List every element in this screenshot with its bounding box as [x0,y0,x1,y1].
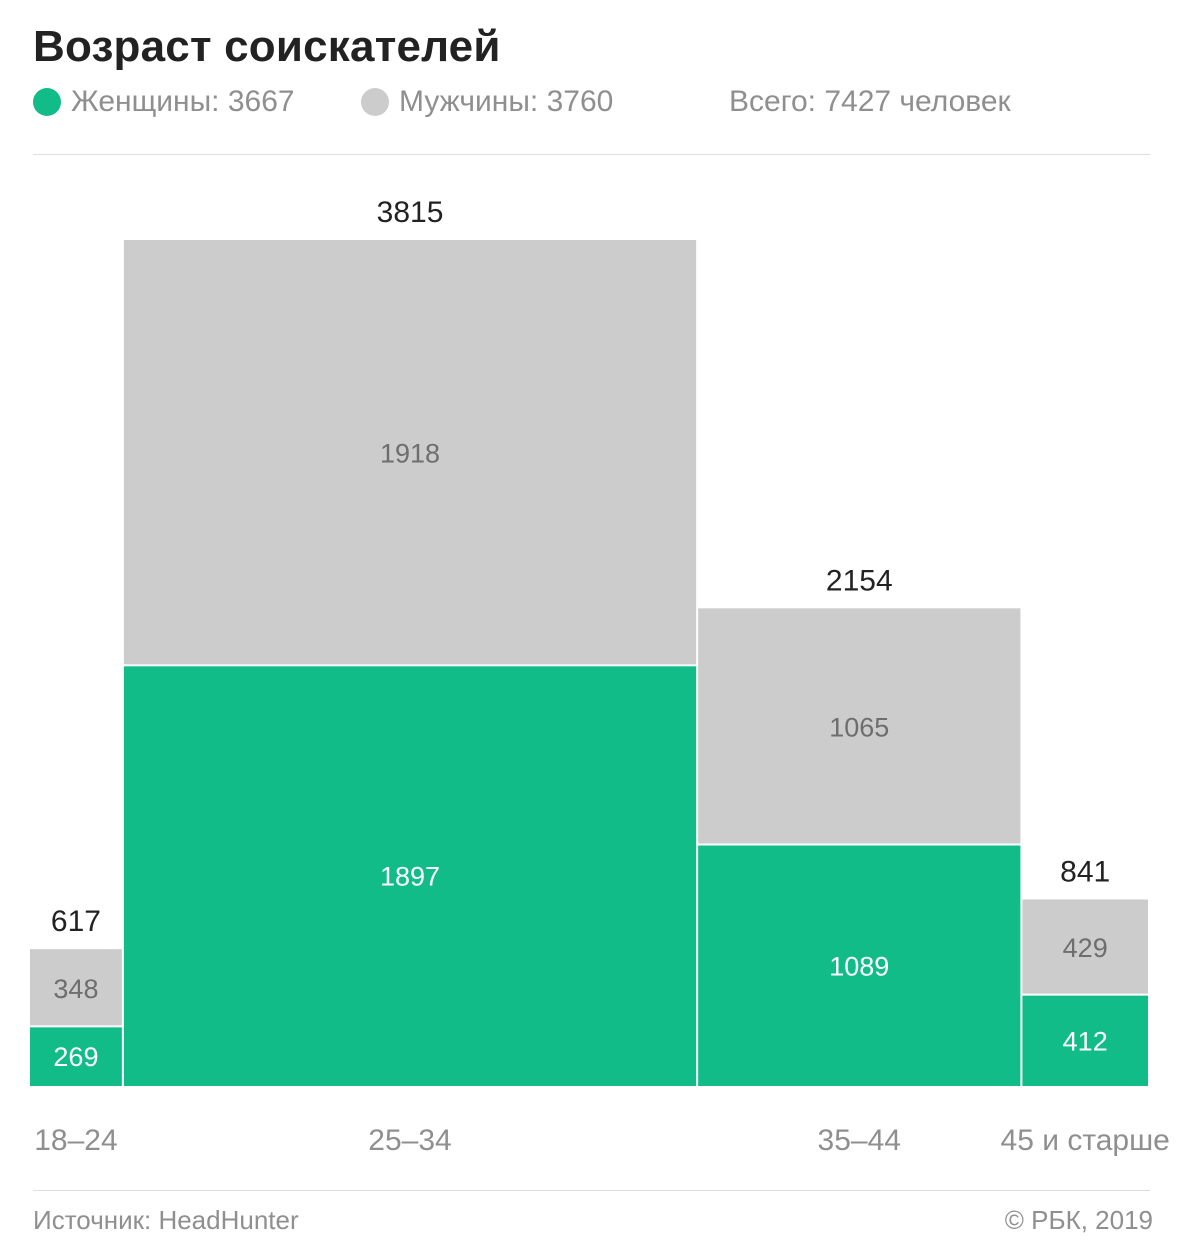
men-color-swatch [361,88,389,116]
label-men-4: 429 [1063,933,1108,963]
bar-men-2 [123,240,697,665]
bar-women-3 [698,845,1021,1086]
total-label-2: 3815 [377,196,444,229]
total-label-4: 841 [1060,856,1110,889]
bar-women-2 [123,666,697,1086]
label-women-3: 1089 [829,951,889,981]
legend-item-women: Женщины: 3667 [33,82,295,122]
label-men-3: 1065 [829,712,889,742]
legend-total-label: Всего: 7427 человек [729,85,1011,118]
bar-men-4 [1022,899,1148,994]
legend: Женщины: 3667 Мужчины: 3760 Всего: 7427 … [33,82,1153,122]
category-label-2: 25–34 [368,1124,451,1157]
bar-men-1 [30,949,122,1026]
women-color-swatch [33,88,61,116]
category-label-3: 35–44 [818,1124,901,1157]
chart-area: 348 269 617 18–24 1918 1897 3815 25–34 1065 1089 2… [30,196,1170,1157]
legend-total: Всего: 7427 человек [729,82,1011,122]
copyright-note: © РБК, 2019 [1004,1205,1153,1235]
bottom-divider [33,1190,1150,1191]
bar-men-3 [698,608,1021,844]
bar-women-4 [1022,995,1148,1086]
top-divider [33,154,1150,155]
label-women-1: 269 [53,1042,98,1072]
legend-women-label: Женщины: 3667 [71,85,295,118]
chart-title: Возраст соискателей [33,22,501,71]
label-men-1: 348 [53,974,98,1004]
legend-item-men: Мужчины: 3760 [361,82,613,122]
total-label-3: 2154 [826,564,893,597]
source-note: Источник: HeadHunter [33,1205,299,1235]
total-label-1: 617 [51,905,101,938]
label-men-2: 1918 [380,439,440,469]
category-label-1: 18–24 [34,1124,117,1157]
bar-women-1 [30,1027,122,1086]
label-women-4: 412 [1063,1026,1108,1056]
legend-men-label: Мужчины: 3760 [399,85,614,118]
label-women-2: 1897 [380,862,440,892]
category-label-4: 45 и старше [1001,1124,1170,1157]
